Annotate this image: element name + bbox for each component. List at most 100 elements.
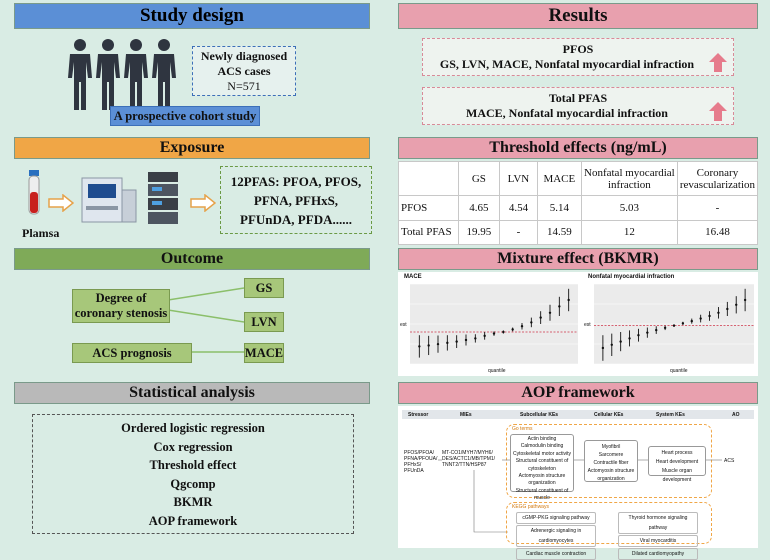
data-point	[743, 298, 747, 302]
mies-text: MT-CO1/MYH7/MYH6/ DES/ACTC1/MB/TPM1/ TNN…	[442, 450, 496, 468]
pfas-line1: 12PFAS: PFOA, PFOS,	[230, 173, 362, 189]
kegg-left: cGMP-PKG signaling pathway Adrenergic si…	[516, 512, 596, 560]
data-point	[735, 303, 738, 306]
table-cell: 4.54	[499, 195, 538, 221]
methods-box: Ordered logistic regression Cox regressi…	[32, 414, 354, 534]
outcome-header: Outcome	[14, 248, 370, 270]
lvn-box: LVN	[244, 312, 284, 332]
data-point	[511, 328, 514, 331]
outcome-connectors	[168, 287, 245, 353]
method-3: Threshold effect	[149, 458, 237, 473]
column-header	[398, 161, 459, 196]
method-5: BKMR	[173, 495, 213, 510]
data-point	[726, 307, 729, 311]
subcellular-item: Actin binding	[527, 436, 557, 442]
kegg-item: Cardiac muscle contraction	[516, 548, 596, 560]
aop-col-header: AO	[732, 412, 740, 418]
aop-header: AOP framework	[398, 382, 758, 404]
data-point	[558, 305, 561, 308]
statistical-header: Statistical analysis	[14, 382, 370, 404]
x-axis-label-2: quantile	[670, 368, 688, 374]
cellular-box: Myofibril Sarcomere Contractile fiber Ac…	[584, 440, 638, 482]
data-point	[708, 314, 711, 318]
table-row: PFOS 4.65 4.54 5.14 5.03 -	[398, 195, 759, 221]
column-header: Coronary revascularization	[676, 161, 759, 196]
data-point	[672, 324, 676, 327]
data-point	[619, 340, 622, 343]
data-point	[530, 321, 533, 324]
pfas-line2: PFNA, PFHxS,	[253, 192, 339, 208]
people-icon	[68, 39, 176, 110]
stenosis-box: Degree of coronary stenosis	[72, 289, 170, 323]
column-header: GS	[457, 161, 501, 196]
stenosis-line1: Degree of	[95, 291, 147, 305]
data-point	[464, 338, 468, 342]
kegg-label: KEGG pathways	[512, 504, 549, 510]
pfos-result-box: PFOS GS, LVN, MACE, Nonfatal myocardial …	[422, 38, 734, 76]
data-point	[637, 334, 640, 337]
blood-tube-icon	[28, 170, 40, 215]
threshold-header: Threshold effects (ng/mL)	[398, 137, 758, 159]
data-point	[436, 342, 440, 346]
lc-instrument-icon	[148, 172, 178, 224]
subcellular-item: Calmodulin binding	[520, 443, 564, 450]
data-point	[690, 319, 693, 323]
stenosis-line2: coronary stenosis	[74, 306, 168, 320]
kegg-item: cGMP-PKG signaling pathway	[516, 512, 596, 524]
method-4: Qgcomp	[170, 476, 216, 491]
table-cell: -	[499, 219, 538, 245]
x-axis-label-1: quantile	[488, 368, 506, 374]
total-title: Total PFAS	[548, 91, 608, 105]
cellular-item: Sarcomere	[598, 452, 624, 458]
data-point	[567, 298, 570, 302]
cellular-item: Actomyosin structure organization	[587, 468, 635, 482]
subcellular-box: Actin binding Calmodulin binding Cytoske…	[510, 434, 574, 501]
arrow-right-icon-2	[190, 194, 216, 212]
data-point	[483, 334, 486, 338]
subcellular-item: Cytoskeletal motor activity	[512, 450, 572, 457]
table-cell: 5.03	[580, 195, 678, 221]
cellular-item: Myofibril	[601, 444, 621, 450]
data-point	[628, 337, 631, 340]
subcellular-item: Structural constituent of cytoskeleton	[515, 458, 569, 472]
data-point	[681, 322, 685, 325]
kegg-item: Dilated cardiomyopathy	[618, 548, 698, 560]
table-cell: 14.59	[536, 219, 582, 245]
data-point	[455, 340, 458, 343]
data-point	[474, 337, 477, 340]
mixture-header: Mixture effect (BKMR)	[398, 248, 758, 270]
increase-arrow-icon-2	[709, 102, 727, 121]
data-point	[717, 311, 720, 314]
data-point	[548, 311, 552, 314]
go-terms-label: Go terms	[512, 426, 533, 432]
data-point	[446, 341, 449, 345]
aop-col-header: Stressor	[408, 412, 429, 418]
pfos-title: PFOS	[562, 42, 594, 56]
table-cell: 19.95	[457, 219, 501, 245]
kegg-item: Adrenergic signaling in cardiomyocytes	[516, 525, 596, 547]
data-point	[520, 325, 524, 328]
system-item: Muscle organ development	[661, 468, 692, 483]
method-6: AOP framework	[148, 513, 238, 528]
data-point	[492, 332, 496, 335]
method-1: Ordered logistic regression	[121, 421, 265, 435]
prognosis-box: ACS prognosis	[72, 343, 192, 363]
person-icon-1	[68, 39, 92, 110]
cellular-item: Contractile fiber	[593, 460, 629, 466]
aop-col-header: Subcellular KEs	[520, 412, 559, 418]
table-cell: 4.65	[457, 195, 501, 221]
results-header: Results	[398, 3, 758, 29]
person-icon-3	[124, 39, 148, 110]
increase-arrow-icon	[709, 53, 727, 72]
data-point	[539, 316, 542, 319]
column-header: Nonfatal myocardial infraction	[580, 161, 678, 196]
arrow-right-icon	[48, 194, 74, 212]
go-terms-group	[506, 424, 712, 498]
mass-spectrometer-icon	[81, 177, 137, 223]
table-cell: Total PFAS	[398, 219, 459, 245]
column-header: MACE	[536, 161, 582, 196]
subcellular-item: Structural constituent of muscle	[515, 487, 569, 502]
aop-col-header: System KEs	[656, 412, 685, 418]
cases-line1: Newly diagnosed	[200, 48, 288, 63]
table-row: Total PFAS 19.95 - 14.59 12 16.48	[398, 219, 759, 245]
